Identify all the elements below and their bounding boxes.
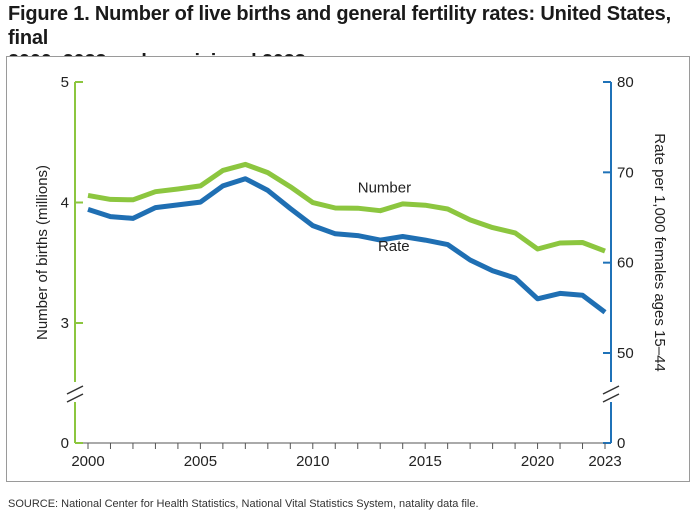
x-axis-tick-label: 2005 <box>184 453 217 470</box>
left-axis-tick-label: 4 <box>61 195 69 212</box>
series-line-rate <box>87 176 607 315</box>
left-axis-break-mark <box>66 385 84 395</box>
x-axis-tick-label: 2010 <box>296 453 329 470</box>
right-axis-tick-label: 50 <box>617 345 634 362</box>
left-axis-title: Number of births (millions) <box>34 165 51 340</box>
chart-panel: 0 3 4 5 0 50 60 70 80 2000 2005 2010 2015 2020 2023 Num… <box>6 56 690 482</box>
right-axis-break-mark <box>602 393 620 403</box>
right-axis-tick-label: 70 <box>617 164 634 181</box>
left-axis-break-mark <box>66 393 84 403</box>
figure-title-line-1: Figure 1. Number of live births and gene… <box>8 3 671 49</box>
right-axis-break-mark <box>602 385 620 395</box>
right-axis-title: Rate per 1,000 females ages 15–44 <box>651 133 668 372</box>
series-label-number: Number <box>358 179 411 196</box>
series-label-rate: Rate <box>378 238 410 255</box>
x-axis-tick-label: 2023 <box>588 453 621 470</box>
x-axis-tick-label: 2000 <box>71 453 104 470</box>
right-axis-tick-label: 0 <box>617 435 625 452</box>
left-axis-tick-label: 0 <box>61 435 69 452</box>
right-axis-tick-label: 80 <box>617 74 634 91</box>
source-note: SOURCE: National Center for Health Stati… <box>8 498 479 510</box>
right-axis-tick-label: 60 <box>617 255 634 272</box>
series-line-number <box>87 161 606 254</box>
x-axis-tick-label: 2020 <box>521 453 554 470</box>
left-axis-tick-label: 5 <box>61 74 69 91</box>
x-axis-tick-label: 2015 <box>408 453 441 470</box>
left-axis-tick-label: 3 <box>61 315 69 332</box>
